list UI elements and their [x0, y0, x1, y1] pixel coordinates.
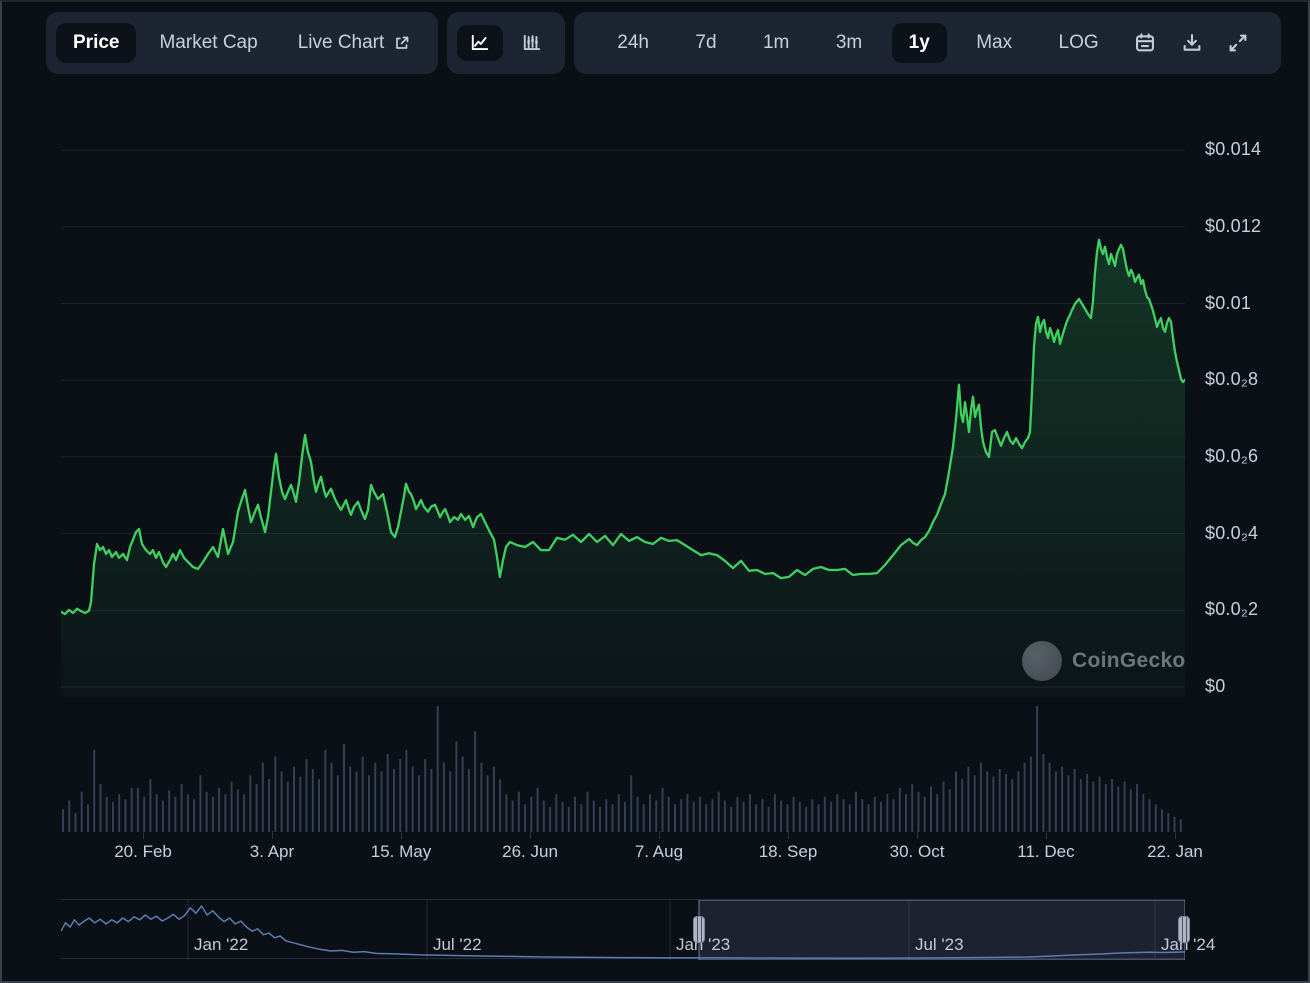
chart-type-group [447, 12, 566, 74]
range-group: 24h 7d 1m 3m 1y Max LOG [574, 12, 1281, 74]
calendar-icon [1136, 33, 1155, 52]
range-1y[interactable]: 1y [891, 23, 947, 63]
tab-price[interactable]: Price [56, 23, 137, 63]
coingecko-watermark-label: CoinGecko [1072, 649, 1186, 672]
volume-panel [61, 702, 1185, 834]
candlestick-chart-icon [524, 34, 541, 51]
x-axis-label: 15. May [370, 842, 432, 861]
range-7d[interactable]: 7d [678, 23, 733, 63]
x-axis-tick [530, 831, 532, 839]
x-axis-label: 22. Jan [1147, 842, 1203, 861]
log-scale-toggle[interactable]: LOG [1042, 23, 1116, 63]
range-1m[interactable]: 1m [746, 23, 806, 63]
tab-live-chart-label: Live Chart [297, 32, 385, 53]
x-axis-label: 26. Jun [502, 842, 558, 861]
x-axis-tick [917, 831, 919, 839]
x-axis-tick [1045, 831, 1047, 839]
line-chart-type-button[interactable] [457, 25, 504, 61]
brush-handle-right[interactable] [1178, 916, 1190, 943]
price-chart-canvas[interactable] [61, 97, 1185, 697]
x-axis-label: 11. Dec [1017, 842, 1075, 861]
range-3m[interactable]: 3m [819, 23, 879, 63]
price-area-chart [61, 149, 1185, 697]
y-axis-label: $0.01 [1205, 292, 1252, 313]
expand-icon [1229, 34, 1247, 52]
tab-live-chart[interactable]: Live Chart [281, 23, 429, 63]
brush-handle-left[interactable] [692, 916, 705, 943]
y-axis-label: $0.0₂2 [1205, 599, 1259, 620]
navigator-chart [61, 900, 1185, 960]
external-link-icon [396, 36, 409, 49]
y-axis-label: $0.0₂8 [1205, 369, 1259, 390]
x-axis-tick [788, 831, 789, 839]
y-axis-label: $0.014 [1205, 139, 1262, 160]
volume-bars [62, 706, 1182, 832]
x-axis-label: 3. Apr [249, 842, 295, 861]
x-axis-tick [1174, 831, 1176, 839]
x-axis-label: 7. Aug [634, 842, 684, 861]
x-axis-tick [658, 831, 660, 839]
y-axis-label: $0 [1205, 676, 1226, 696]
range-24h[interactable]: 24h [600, 23, 666, 63]
download-chart-button[interactable] [1175, 24, 1209, 62]
download-icon [1183, 34, 1200, 51]
x-axis-tick [401, 831, 402, 839]
y-axis-label: $0.0₂4 [1205, 522, 1259, 543]
x-axis-label: 18. Sep [758, 842, 818, 861]
range-navigator[interactable]: Jan '22 Jul '22 Jan '23 Jul '23 Jan '24 [61, 899, 1215, 960]
line-chart-icon [472, 34, 489, 51]
x-axis-tick [271, 831, 273, 839]
x-axis-label: 20. Feb [114, 842, 172, 861]
y-axis-label: $0.012 [1205, 215, 1262, 236]
tab-market-cap[interactable]: Market Cap [142, 23, 274, 63]
coingecko-logo-icon [1022, 641, 1062, 681]
y-axis-label: $0.0₂6 [1205, 445, 1259, 466]
fullscreen-button[interactable] [1221, 24, 1255, 62]
candlestick-chart-type-button[interactable] [509, 25, 555, 61]
x-axis-label: 30. Oct [889, 842, 945, 861]
x-axis-tick [143, 831, 145, 839]
date-range-picker-button[interactable] [1128, 24, 1162, 62]
range-max[interactable]: Max [959, 23, 1029, 63]
coingecko-watermark: CoinGecko [1022, 641, 1186, 681]
view-tab-group: Price Market Cap Live Chart [46, 12, 439, 74]
chart-toolbar: Price Market Cap Live Chart [46, 12, 1281, 74]
